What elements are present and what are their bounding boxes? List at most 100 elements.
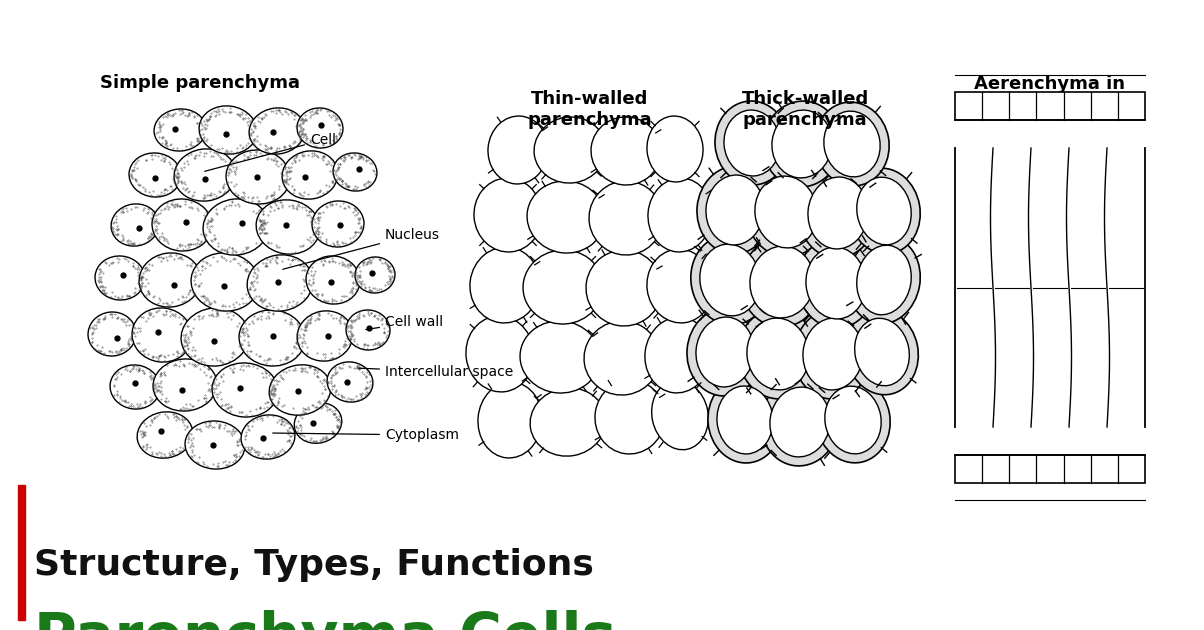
- Ellipse shape: [256, 200, 320, 254]
- Ellipse shape: [240, 310, 305, 366]
- Ellipse shape: [584, 321, 660, 395]
- Ellipse shape: [857, 245, 911, 315]
- Text: Thin-walled
parenchyma: Thin-walled parenchyma: [527, 90, 653, 129]
- Ellipse shape: [848, 168, 920, 254]
- Ellipse shape: [312, 201, 364, 247]
- Ellipse shape: [687, 308, 763, 396]
- Ellipse shape: [769, 387, 830, 457]
- Ellipse shape: [797, 238, 875, 328]
- Ellipse shape: [857, 177, 911, 245]
- Bar: [18, 485, 25, 620]
- Text: Simple parenchyma: Simple parenchyma: [100, 74, 300, 92]
- Ellipse shape: [129, 153, 181, 197]
- Ellipse shape: [488, 116, 548, 184]
- Ellipse shape: [185, 421, 244, 469]
- Ellipse shape: [111, 204, 159, 246]
- Ellipse shape: [110, 365, 160, 409]
- Ellipse shape: [306, 256, 360, 304]
- Ellipse shape: [297, 311, 353, 361]
- Ellipse shape: [746, 318, 809, 390]
- Bar: [955, 455, 1145, 483]
- Ellipse shape: [88, 312, 136, 356]
- Ellipse shape: [647, 249, 713, 323]
- Ellipse shape: [708, 377, 783, 463]
- Ellipse shape: [523, 250, 603, 324]
- Ellipse shape: [137, 412, 193, 458]
- Ellipse shape: [175, 149, 236, 201]
- Text: Nucleus: Nucleus: [283, 228, 439, 269]
- Ellipse shape: [154, 109, 206, 151]
- Text: Parenchyma Cells: Parenchyma Cells: [34, 610, 616, 630]
- Ellipse shape: [595, 380, 665, 454]
- Ellipse shape: [591, 117, 661, 185]
- Ellipse shape: [805, 247, 866, 319]
- Ellipse shape: [334, 153, 377, 191]
- Ellipse shape: [697, 166, 773, 254]
- Ellipse shape: [808, 177, 868, 249]
- Ellipse shape: [799, 168, 877, 258]
- Ellipse shape: [691, 235, 769, 325]
- Ellipse shape: [199, 106, 256, 154]
- Ellipse shape: [241, 415, 295, 459]
- Ellipse shape: [212, 363, 278, 417]
- Text: Cytoplasm: Cytoplasm: [273, 428, 459, 442]
- Ellipse shape: [294, 403, 342, 444]
- Ellipse shape: [825, 386, 881, 454]
- Text: Structure, Types, Functions: Structure, Types, Functions: [34, 548, 594, 582]
- Text: Cell: Cell: [205, 133, 336, 171]
- Ellipse shape: [226, 150, 290, 204]
- Ellipse shape: [824, 111, 880, 177]
- Ellipse shape: [535, 117, 606, 183]
- Ellipse shape: [478, 382, 542, 458]
- Ellipse shape: [651, 381, 708, 450]
- Text: Cell wall: Cell wall: [366, 315, 443, 329]
- Ellipse shape: [738, 309, 818, 399]
- Ellipse shape: [855, 318, 909, 386]
- Ellipse shape: [249, 108, 305, 154]
- Ellipse shape: [706, 175, 765, 245]
- Text: Intercellular space: Intercellular space: [358, 365, 513, 379]
- Text: Thick-walled
parenchyma: Thick-walled parenchyma: [742, 90, 868, 129]
- Ellipse shape: [470, 247, 541, 323]
- Ellipse shape: [724, 110, 780, 176]
- Ellipse shape: [270, 365, 331, 415]
- Ellipse shape: [346, 310, 390, 350]
- Ellipse shape: [716, 386, 773, 454]
- Ellipse shape: [845, 309, 919, 395]
- Ellipse shape: [466, 316, 535, 392]
- Ellipse shape: [203, 199, 268, 255]
- Ellipse shape: [520, 321, 600, 393]
- Text: Aerenchyma in
Jussiae sp. stem: Aerenchyma in Jussiae sp. stem: [968, 75, 1132, 114]
- Ellipse shape: [181, 308, 249, 366]
- Ellipse shape: [715, 101, 789, 185]
- Ellipse shape: [474, 178, 542, 252]
- Bar: [955, 92, 1145, 120]
- Ellipse shape: [297, 108, 343, 148]
- Ellipse shape: [527, 181, 604, 253]
- Ellipse shape: [848, 236, 920, 324]
- Ellipse shape: [589, 181, 663, 255]
- Ellipse shape: [750, 246, 814, 318]
- Ellipse shape: [761, 378, 839, 466]
- Ellipse shape: [152, 199, 212, 251]
- Ellipse shape: [95, 256, 144, 300]
- Ellipse shape: [647, 116, 703, 182]
- Ellipse shape: [696, 317, 754, 387]
- Ellipse shape: [645, 317, 712, 393]
- Ellipse shape: [700, 244, 760, 316]
- Ellipse shape: [191, 253, 259, 311]
- Ellipse shape: [755, 176, 818, 248]
- Ellipse shape: [763, 101, 842, 187]
- Ellipse shape: [327, 362, 373, 402]
- Ellipse shape: [815, 102, 890, 186]
- Ellipse shape: [586, 250, 662, 326]
- Ellipse shape: [816, 377, 890, 463]
- Ellipse shape: [803, 318, 863, 390]
- Ellipse shape: [793, 309, 872, 399]
- Ellipse shape: [355, 257, 395, 293]
- Ellipse shape: [247, 255, 313, 311]
- Ellipse shape: [648, 178, 712, 252]
- Ellipse shape: [530, 388, 606, 456]
- Ellipse shape: [132, 308, 191, 362]
- Ellipse shape: [746, 167, 826, 257]
